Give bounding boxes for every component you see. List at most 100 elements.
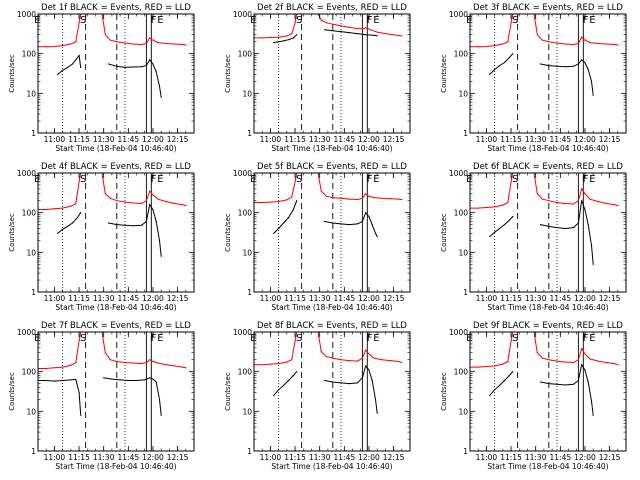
lld-series-point xyxy=(181,43,184,46)
lld-series-point xyxy=(617,44,619,46)
x-tick-label: 12:15 xyxy=(599,453,621,462)
events-series-point xyxy=(489,235,491,238)
x-axis-label: Start Time (18-Feb-04 10:46:40) xyxy=(55,462,176,471)
events-series-point xyxy=(292,37,294,39)
events-series-point xyxy=(489,73,491,75)
region-marker-label: E xyxy=(250,15,256,26)
lld-series-point xyxy=(577,359,580,361)
events-series-point xyxy=(584,208,586,211)
lld-series-point xyxy=(340,359,342,361)
y-tick-label: 1 xyxy=(247,447,252,456)
lld-series-point xyxy=(401,361,403,364)
events-series-point xyxy=(80,414,82,416)
events-series-point xyxy=(144,379,146,381)
lld-series-point xyxy=(401,35,403,37)
y-tick-label: 10 xyxy=(242,407,252,416)
y-axis-label: Counts/sec xyxy=(440,54,448,93)
y-tick-label: 1000 xyxy=(17,169,36,178)
lld-series-point xyxy=(140,43,143,46)
plot-frame xyxy=(469,172,627,293)
events-series-point xyxy=(62,379,64,382)
lld-series-point xyxy=(173,365,175,367)
y-axis-label: Counts/sec xyxy=(440,372,448,411)
x-tick-label: 12:00 xyxy=(574,294,596,303)
events-series-point xyxy=(556,227,558,229)
y-tick-label: 1000 xyxy=(17,10,36,19)
region-marker-label: F xyxy=(151,333,157,344)
panel-title: Det 9f BLACK = Events, RED = LLD xyxy=(473,321,623,331)
lld-series-point xyxy=(548,200,550,202)
events-series-line xyxy=(324,29,378,37)
region-marker-label: E xyxy=(589,333,595,344)
events-series-point xyxy=(132,66,134,68)
events-series-point xyxy=(287,379,290,382)
events-series-point xyxy=(278,41,280,43)
lld-series-point xyxy=(75,361,77,364)
events-series-point xyxy=(548,65,550,67)
region-marker-label: E xyxy=(157,333,163,344)
lld-series-line xyxy=(470,172,514,209)
lld-series-point xyxy=(116,41,118,43)
events-series-point xyxy=(590,244,593,246)
x-tick-label: 12:00 xyxy=(574,135,596,144)
events-series-point xyxy=(158,85,161,87)
lld-series-point xyxy=(477,366,479,368)
lld-series-point xyxy=(124,201,126,203)
events-series-point xyxy=(584,61,586,64)
x-axis-label: Start Time (18-Feb-04 10:46:40) xyxy=(271,144,392,153)
lld-series-point xyxy=(75,202,77,205)
lld-series-point xyxy=(572,361,575,364)
events-series-point xyxy=(376,35,378,37)
events-series-point xyxy=(577,379,580,382)
events-series-point xyxy=(145,220,147,223)
lld-series-point xyxy=(124,361,126,364)
events-series-point xyxy=(152,63,154,65)
x-tick-label: 11:00 xyxy=(476,453,498,462)
y-axis-label: Counts/sec xyxy=(8,54,16,93)
region-marker-label: S xyxy=(296,333,302,344)
lld-series-point xyxy=(132,362,134,364)
y-tick-label: 10 xyxy=(26,89,36,98)
region-marker-label: E xyxy=(589,15,595,26)
y-tick-label: 1 xyxy=(31,129,36,138)
events-series-point xyxy=(371,379,373,382)
x-tick-label: 11:45 xyxy=(550,135,572,144)
events-series-line xyxy=(489,216,514,237)
lld-series-point xyxy=(401,198,403,201)
lld-series-point xyxy=(70,205,72,207)
y-tick-label: 100 xyxy=(238,209,253,218)
y-tick-label: 1 xyxy=(247,129,252,138)
lld-series-point xyxy=(589,198,591,200)
events-series-point xyxy=(356,382,359,384)
events-series-point xyxy=(332,222,334,224)
events-series-point xyxy=(278,389,280,391)
lld-series-point xyxy=(78,22,80,24)
lld-series-point xyxy=(149,37,151,39)
events-series-point xyxy=(278,227,280,230)
region-marker-label: F xyxy=(583,174,589,185)
lld-series-point xyxy=(332,357,334,359)
events-series-point xyxy=(348,31,350,34)
lld-series-point xyxy=(109,39,111,41)
lld-series-point xyxy=(261,364,263,366)
lld-series-point xyxy=(116,200,118,202)
lld-series-point xyxy=(62,45,64,47)
region-marker-label: S xyxy=(512,174,518,185)
events-series-point xyxy=(140,66,143,68)
y-tick-label: 1000 xyxy=(17,328,36,337)
y-tick-label: 1 xyxy=(463,447,468,456)
y-axis-label: Counts/sec xyxy=(8,372,16,411)
x-axis-label: Start Time (18-Feb-04 10:46:40) xyxy=(271,303,392,312)
lld-series-point xyxy=(368,195,370,197)
events-series-point xyxy=(119,379,121,381)
y-tick-label: 10 xyxy=(458,407,468,416)
y-tick-label: 100 xyxy=(454,50,469,59)
x-tick-label: 12:15 xyxy=(383,135,405,144)
region-marker-label: E xyxy=(250,333,256,344)
lld-series-point xyxy=(365,349,367,351)
region-marker-label: S xyxy=(296,15,302,26)
events-series-point xyxy=(365,34,367,36)
lld-series-line xyxy=(470,13,514,48)
events-series-point xyxy=(283,384,285,386)
